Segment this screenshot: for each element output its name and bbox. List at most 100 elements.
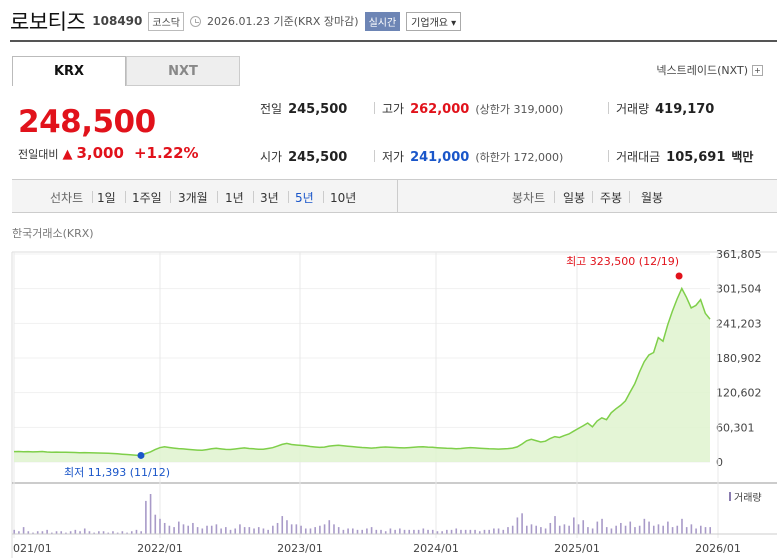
header-divider: [10, 40, 777, 42]
volume-bar: [403, 529, 406, 534]
volume-bar: [540, 527, 542, 534]
volume-bar: [116, 532, 119, 534]
low-label: 저가: [382, 150, 405, 164]
quote-date: 2026.01.23 기준(KRX 장마감): [207, 15, 359, 28]
volume-bar: [356, 529, 359, 534]
volume-bar: [474, 529, 476, 534]
volume-bar: [478, 531, 481, 534]
volume-bar: [337, 527, 340, 534]
period-3y[interactable]: 3년: [260, 191, 279, 205]
stock-code: 108490: [92, 14, 143, 28]
y-tick-label: 180,902: [716, 352, 762, 365]
volume-bar: [319, 525, 321, 534]
volume-bar: [399, 528, 401, 534]
change-amount: 3,000: [76, 144, 124, 162]
volume-bar: [140, 531, 142, 534]
volume-bar: [46, 529, 48, 534]
amount-label: 거래대금: [616, 150, 661, 164]
volume-bar: [657, 524, 660, 534]
stat-low: 저가 241,000 (하한가 172,000): [382, 148, 563, 165]
volume-bar: [328, 520, 331, 534]
expand-icon[interactable]: +: [752, 64, 763, 76]
price-change: 전일대비 ▲ 3,000 +1.22%: [18, 144, 199, 162]
volume-bar: [652, 525, 655, 534]
volume-bar: [521, 513, 523, 534]
volume-bar: [74, 529, 77, 534]
x-tick-label: 2024/01: [413, 542, 459, 555]
stat-volume: 거래량 419,170: [616, 100, 714, 117]
volume-bar: [469, 529, 472, 534]
volume-bar: [638, 525, 641, 534]
volume-bar: [431, 529, 434, 534]
volume-bar: [55, 531, 58, 534]
volume-bar: [135, 529, 138, 534]
period-1y[interactable]: 1년: [225, 191, 244, 205]
nxt-trade-link[interactable]: 넥스트레이드(NXT) +: [656, 62, 763, 78]
stat-divider: [608, 150, 609, 162]
volume-bar: [159, 518, 161, 534]
period-5y[interactable]: 5년: [295, 191, 314, 205]
open-value: 245,500: [288, 150, 348, 165]
stat-amount: 거래대금 105,691 백만: [616, 148, 753, 165]
volume-bar: [361, 529, 363, 534]
volume-bar: [394, 529, 396, 534]
realtime-button[interactable]: 실시간: [364, 11, 401, 31]
volume-bar: [323, 524, 326, 534]
volume-bar: [314, 527, 316, 534]
tab-krx[interactable]: KRX: [12, 56, 126, 86]
volume-bar: [243, 527, 246, 534]
volume-bar: [685, 527, 688, 534]
candle-daily[interactable]: 일봉: [563, 191, 586, 205]
up-arrow-icon: ▲: [62, 147, 73, 162]
volume-bar: [18, 531, 20, 534]
period-1d[interactable]: 1일: [97, 191, 116, 205]
volume-bar: [88, 531, 91, 534]
period-10y[interactable]: 10년: [330, 191, 357, 205]
candle-weekly[interactable]: 주봉: [600, 191, 623, 205]
volume-bar: [413, 529, 415, 534]
tab-nxt[interactable]: NXT: [126, 56, 240, 86]
period-1w[interactable]: 1주일: [132, 191, 162, 205]
prev-close-label: 전일: [260, 102, 283, 116]
volume-bar: [610, 528, 613, 534]
volume-bar: [51, 532, 53, 534]
volume-bar: [32, 532, 34, 534]
volume-bar: [629, 521, 632, 534]
lower-limit: (하한가 172,000): [475, 151, 564, 164]
price-area: [14, 288, 710, 462]
amount-value: 105,691: [666, 150, 726, 165]
volume-bar: [441, 531, 443, 534]
volume-bar: [681, 518, 683, 534]
volume-bar: [262, 528, 265, 534]
volume-bar: [502, 529, 505, 534]
volume-bar: [554, 516, 556, 534]
y-tick-label: 361,805: [716, 248, 762, 261]
volume-bar: [549, 522, 552, 534]
volume-bar: [22, 527, 25, 534]
volume-bar: [366, 528, 368, 534]
low-value: 241,000: [410, 150, 470, 165]
volume-bar: [173, 527, 175, 534]
open-label: 시가: [260, 150, 283, 164]
period-3m[interactable]: 3개월: [178, 191, 208, 205]
company-info-dropdown[interactable]: 기업개요 ▾: [406, 11, 462, 31]
candle-monthly[interactable]: 월봉: [641, 191, 664, 205]
high-marker: [675, 272, 683, 280]
volume-bar: [417, 529, 420, 534]
period-bar-divider: [397, 180, 398, 212]
volume-bar: [516, 517, 519, 534]
amount-unit: 백만: [731, 150, 754, 164]
volume-bar: [605, 527, 608, 534]
volume-bar: [408, 529, 411, 534]
volume-bar: [79, 531, 81, 534]
volume-bar: [192, 522, 194, 534]
volume-bar: [309, 528, 312, 534]
volume-bar: [121, 531, 124, 534]
volume-bar: [163, 522, 166, 534]
volume-bar: [568, 525, 570, 534]
volume-bar: [145, 500, 147, 534]
volume-bar: [149, 494, 152, 534]
stat-open: 시가 245,500: [260, 148, 347, 165]
volume-bar: [229, 529, 232, 534]
volume-bar: [709, 527, 711, 534]
